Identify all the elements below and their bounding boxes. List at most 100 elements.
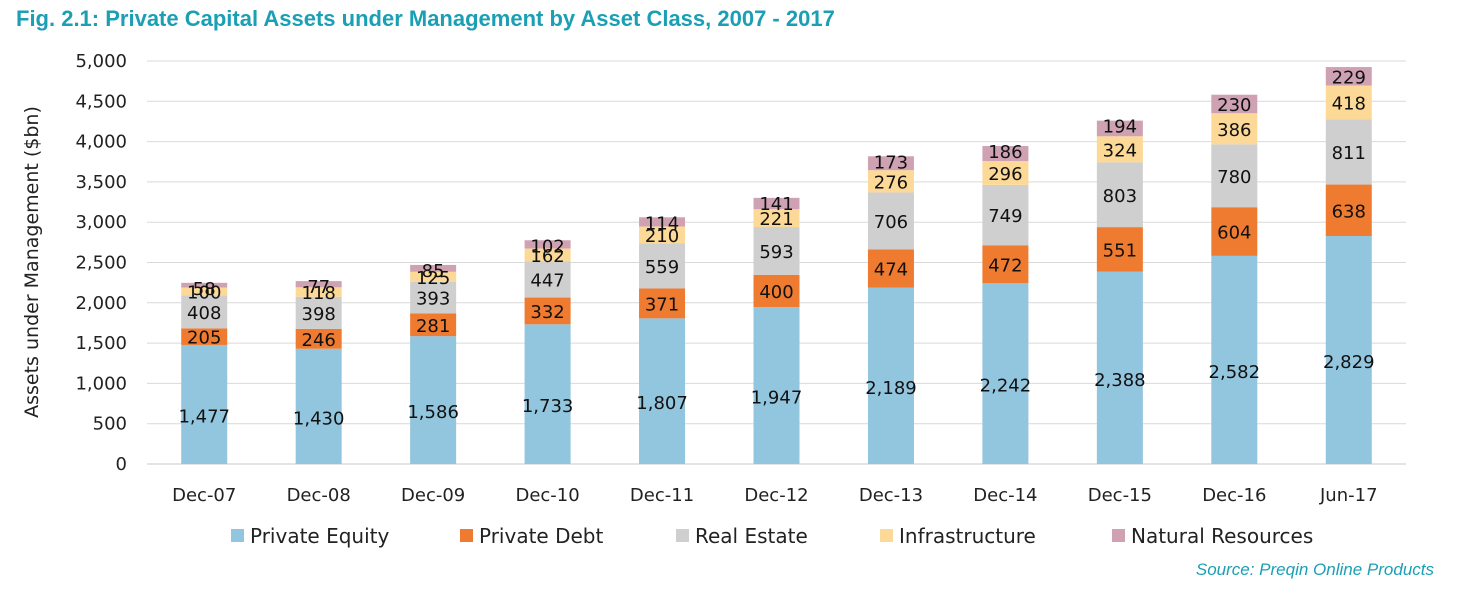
data-label-natural-resources: 141 [759, 194, 793, 215]
bar-natural-resources [1325, 67, 1372, 86]
data-label-private-equity: 1,586 [407, 402, 459, 423]
bar-private-debt [1211, 207, 1258, 256]
bar-private-equity [295, 348, 342, 464]
data-label-private-debt: 474 [874, 259, 908, 280]
bar-natural-resources [410, 264, 457, 272]
y-tick-label: 0 [116, 454, 127, 475]
bar-real-estate [753, 227, 800, 275]
data-label-natural-resources: 173 [874, 152, 908, 173]
bar-infrastructure [982, 161, 1029, 185]
y-tick-label: 5,000 [75, 51, 127, 72]
data-label-private-equity: 1,430 [293, 408, 345, 429]
bar-infrastructure [1211, 113, 1258, 145]
bar-private-debt [982, 245, 1029, 284]
x-tick-label: Dec-07 [172, 485, 236, 506]
legend-swatch-private-equity [231, 529, 244, 542]
data-label-natural-resources: 186 [988, 142, 1022, 163]
x-tick-label: Jun-17 [1319, 485, 1378, 506]
legend-swatch-real-estate [676, 529, 689, 542]
bar-private-debt [867, 249, 914, 288]
data-label-real-estate: 447 [530, 271, 564, 292]
data-label-infrastructure: 276 [874, 172, 908, 193]
data-label-private-equity: 2,189 [865, 378, 917, 399]
bar-private-equity [1211, 255, 1258, 464]
data-label-private-equity: 2,242 [980, 376, 1032, 397]
bar-private-equity [867, 287, 914, 464]
data-label-natural-resources: 194 [1103, 117, 1137, 138]
data-label-real-estate: 559 [645, 257, 679, 278]
data-label-real-estate: 408 [187, 303, 221, 324]
data-label-real-estate: 780 [1217, 167, 1251, 188]
y-tick-label: 4,000 [75, 132, 127, 153]
data-label-infrastructure: 418 [1332, 93, 1366, 114]
data-label-natural-resources: 230 [1217, 95, 1251, 116]
y-axis-ticks: 0 500 1,000 1,500 2,000 2,500 3,000 3,500 4,000 4… [75, 51, 127, 475]
data-label-private-debt: 205 [187, 328, 221, 349]
data-label-natural-resources: 229 [1332, 67, 1366, 88]
data-label-private-equity: 1,733 [522, 396, 574, 417]
x-tick-label: Dec-09 [401, 485, 465, 506]
data-label-infrastructure: 221 [759, 209, 793, 230]
data-label-infrastructure: 100 [187, 283, 221, 304]
data-label-real-estate: 398 [302, 304, 336, 325]
bar-private-debt [410, 313, 457, 337]
bar-private-debt [753, 274, 800, 308]
bar-infrastructure [181, 287, 228, 296]
data-label-private-equity: 1,947 [751, 388, 803, 409]
legend: Private Equity Private Debt Real Estate Inf… [231, 524, 1313, 548]
bar-infrastructure [524, 248, 571, 262]
legend-swatch-private-debt [460, 529, 473, 542]
data-label-private-debt: 472 [988, 255, 1022, 276]
bar-natural-resources [1096, 120, 1143, 137]
data-label-infrastructure: 296 [988, 164, 1022, 185]
bar-natural-resources [295, 281, 342, 288]
x-axis-ticks: Dec-07 Dec-08 Dec-09 Dec-10 Dec-11 Dec-12 Dec-… [172, 485, 1377, 506]
chart-title: Fig. 2.1: Private Capital Assets under M… [16, 6, 835, 31]
data-label-private-debt: 400 [759, 282, 793, 303]
data-label-private-debt: 246 [302, 330, 336, 351]
data-label-private-equity: 2,829 [1323, 352, 1375, 373]
data-label-infrastructure: 125 [416, 268, 450, 289]
bars [181, 67, 1372, 464]
legend-label-real-estate: Real Estate [695, 524, 808, 548]
bar-private-debt [524, 297, 571, 325]
data-label-private-equity: 2,388 [1094, 370, 1146, 391]
data-label-infrastructure: 162 [530, 246, 564, 267]
data-label-real-estate: 593 [759, 242, 793, 263]
bar-real-estate [639, 243, 686, 289]
data-label-private-equity: 1,477 [178, 406, 230, 427]
legend-swatch-infrastructure [880, 529, 893, 542]
data-label-real-estate: 706 [874, 212, 908, 233]
bar-infrastructure [639, 226, 686, 244]
bar-private-debt [1325, 184, 1372, 236]
data-label-natural-resources: 58 [193, 279, 216, 300]
bar-real-estate [867, 192, 914, 250]
bar-natural-resources [639, 217, 686, 227]
data-label-real-estate: 393 [416, 289, 450, 310]
y-axis-label: Assets under Management ($bn) [21, 106, 43, 418]
source-note: Source: Preqin Online Products [1195, 560, 1434, 579]
legend-label-infrastructure: Infrastructure [899, 524, 1036, 548]
y-tick-label: 2,500 [75, 253, 127, 274]
bar-private-debt [181, 328, 228, 345]
data-label-private-debt: 371 [645, 294, 679, 315]
bar-infrastructure [1325, 85, 1372, 120]
bar-natural-resources [867, 156, 914, 171]
bar-infrastructure [410, 271, 457, 282]
data-label-real-estate: 811 [1332, 143, 1366, 164]
bar-natural-resources [982, 146, 1029, 162]
bar-real-estate [1211, 144, 1258, 208]
bar-real-estate [410, 281, 457, 314]
data-label-natural-resources: 85 [422, 261, 445, 282]
data-label-private-debt: 638 [1332, 201, 1366, 222]
x-tick-label: Dec-14 [973, 485, 1037, 506]
legend-label-private-equity: Private Equity [250, 524, 389, 548]
data-label-private-debt: 604 [1217, 223, 1251, 244]
bar-private-equity [982, 283, 1029, 464]
legend-label-private-debt: Private Debt [479, 524, 603, 548]
y-tick-label: 3,000 [75, 212, 127, 233]
bar-real-estate [982, 184, 1029, 246]
x-tick-label: Dec-11 [630, 485, 694, 506]
y-tick-label: 1,000 [75, 373, 127, 394]
